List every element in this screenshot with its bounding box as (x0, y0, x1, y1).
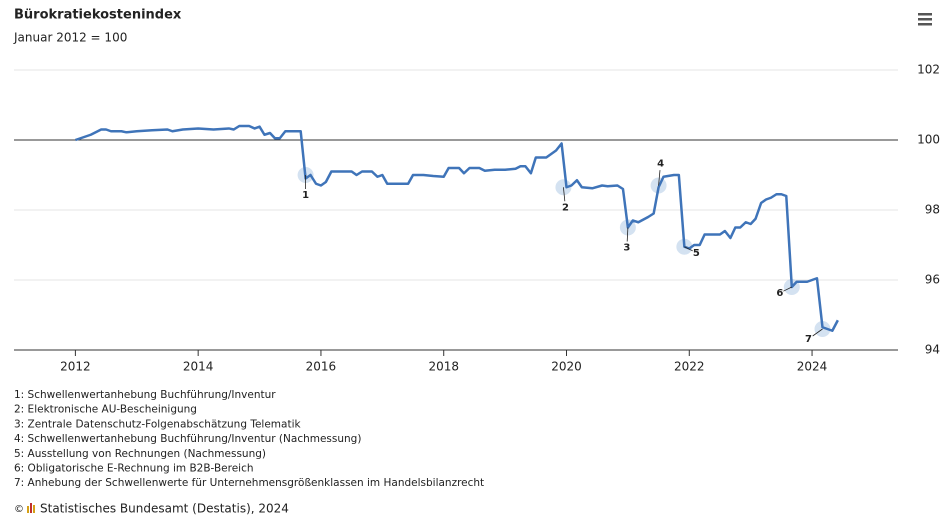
annotation-leader (563, 187, 566, 202)
x-tick-label: 2014 (183, 360, 214, 374)
copyright-icon: © (14, 504, 24, 515)
annotation-leader (684, 246, 693, 252)
source: Statistisches Bundesamt (Destatis), 2024 (40, 502, 289, 516)
footnote: 2: Elektronische AU-Bescheinigung (14, 404, 197, 416)
x-tick-label: 2012 (60, 360, 91, 374)
annotation-label: 4 (657, 159, 664, 170)
y-tick-label: 100 (917, 133, 940, 147)
x-tick-label: 2018 (428, 360, 459, 374)
source-logo: © (14, 503, 35, 515)
annotation-label: 3 (623, 243, 630, 254)
annotation-leader (658, 170, 661, 186)
annotation-leader (783, 286, 792, 292)
x-tick-label: 2022 (674, 360, 705, 374)
footnote: 1: Schwellenwertanhebung Buchführung/Inv… (14, 389, 276, 401)
footnote: 7: Anhebung der Schwellenwerte für Unter… (14, 477, 484, 489)
x-tick-label: 2024 (797, 360, 828, 374)
annotation-label: 6 (776, 288, 783, 299)
annotation-leader (812, 328, 823, 337)
annotation-leader (626, 227, 629, 242)
y-tick-label: 98 (925, 203, 940, 217)
footnote: 5: Ausstellung von Rechnungen (Nachmessu… (14, 448, 266, 460)
x-tick-label: 2016 (306, 360, 337, 374)
annotation-label: 7 (805, 334, 812, 345)
y-tick-label: 102 (917, 63, 940, 77)
footnote: 4: Schwellenwertanhebung Buchführung/Inv… (14, 433, 361, 445)
footnote: 3: Zentrale Datenschutz-Folgenabschätzun… (14, 418, 301, 430)
y-tick-label: 96 (925, 273, 940, 287)
annotation-label: 5 (693, 248, 700, 259)
annotation-label: 1 (302, 190, 309, 201)
y-tick-label: 94 (925, 343, 940, 357)
chart-subtitle: Januar 2012 = 100 (13, 31, 127, 45)
x-tick-label: 2020 (551, 360, 582, 374)
footnote: 6: Obligatorische E-Rechnung im B2B-Bere… (14, 463, 254, 475)
data-line (74, 124, 839, 332)
chart-title: Bürokratiekostenindex (14, 8, 182, 23)
annotation-label: 2 (562, 202, 569, 213)
menu-button[interactable] (918, 13, 932, 26)
